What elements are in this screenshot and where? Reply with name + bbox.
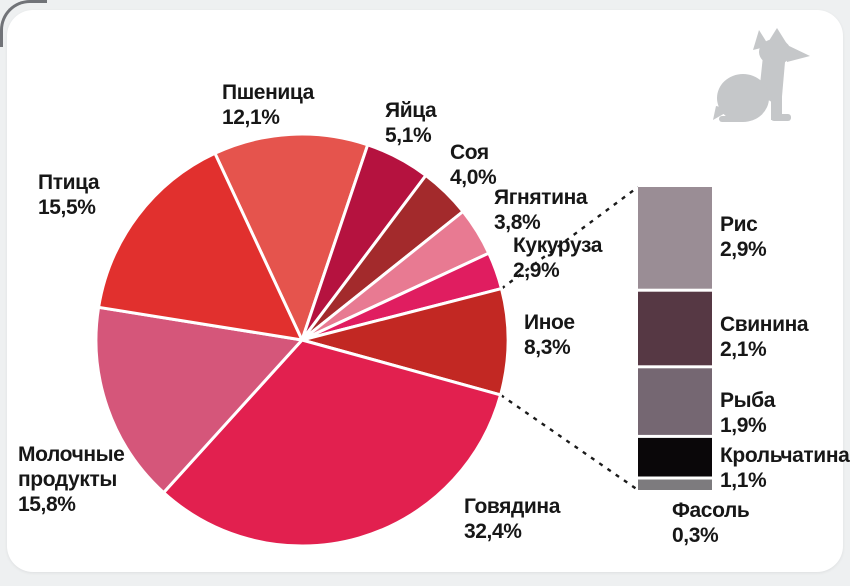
callout-line-bottom bbox=[499, 393, 639, 491]
pie-slice-beef bbox=[162, 338, 503, 548]
pie-slice-other bbox=[300, 287, 510, 397]
dog-silhouette bbox=[713, 28, 810, 122]
bar-segment-rice bbox=[638, 187, 712, 289]
breakdown-bar bbox=[638, 187, 712, 490]
bar-segment-pork bbox=[638, 291, 712, 366]
bar-segment-fish bbox=[638, 368, 712, 435]
bar-segment-beans bbox=[638, 479, 712, 490]
bar-segment-rabbit bbox=[638, 437, 712, 477]
pie-slice-poultry bbox=[97, 151, 304, 342]
pie-chart bbox=[94, 132, 510, 548]
callout-line-top bbox=[500, 186, 639, 290]
pie-slice-wheat bbox=[213, 132, 370, 342]
dog-icon bbox=[713, 28, 810, 122]
pie-slice-dairy bbox=[94, 305, 304, 495]
callout-lines bbox=[499, 186, 639, 491]
